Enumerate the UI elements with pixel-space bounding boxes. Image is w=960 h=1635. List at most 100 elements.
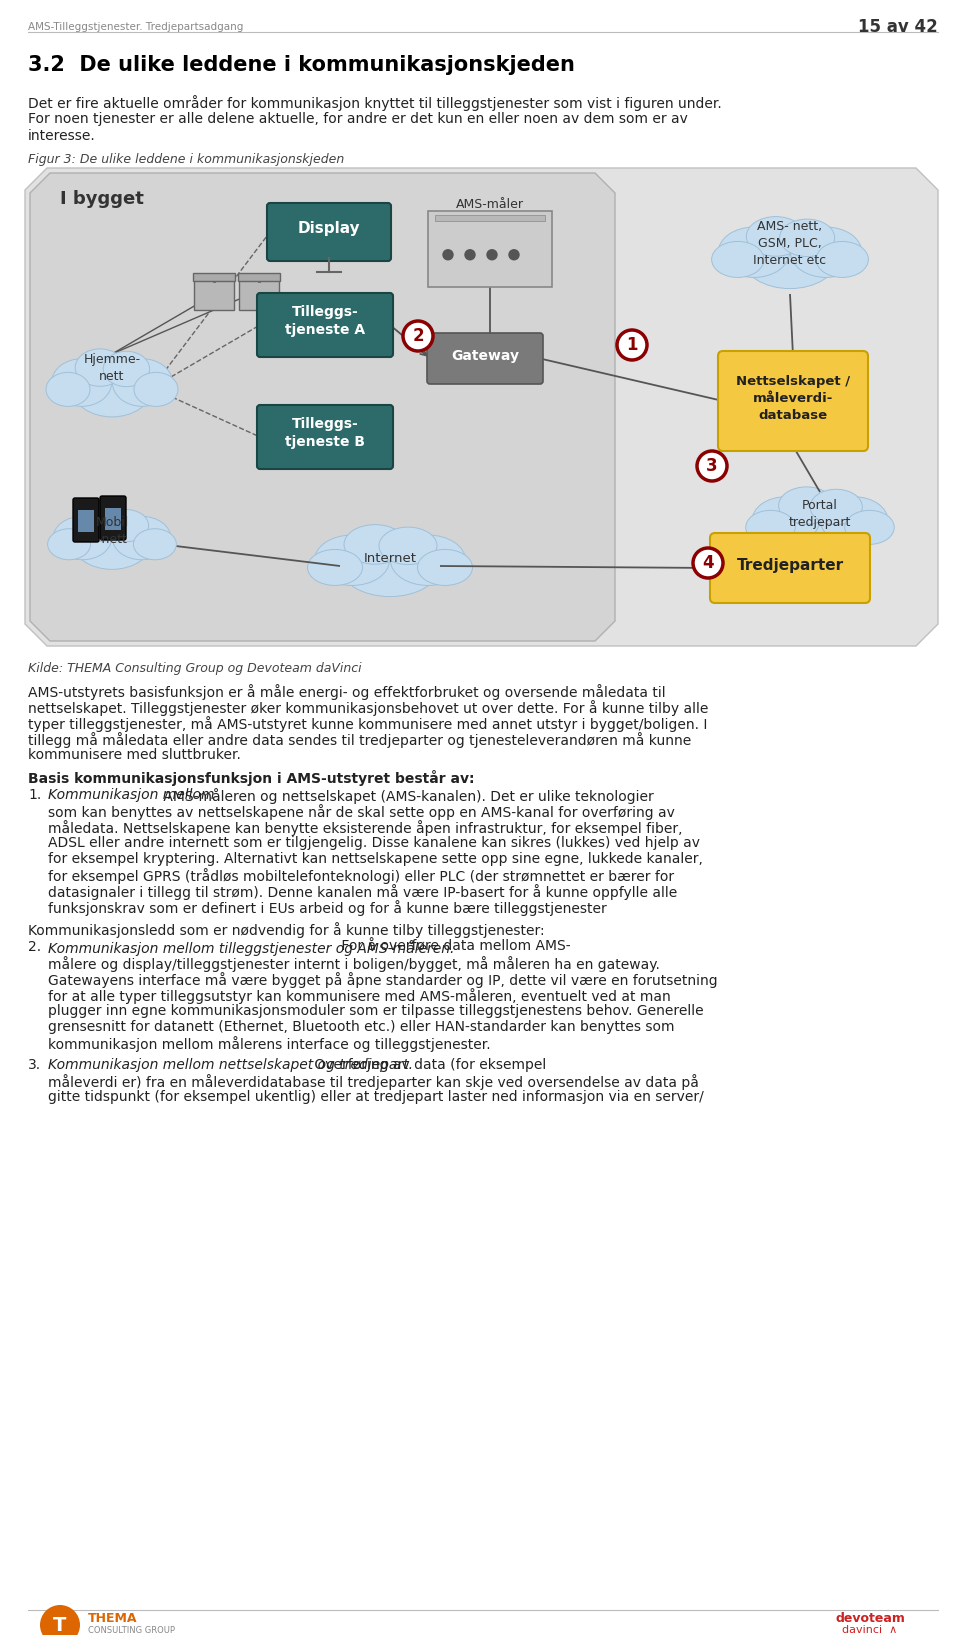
Text: typer tilleggstjenester, må AMS-utstyret kunne kommunisere med annet utstyr i by: typer tilleggstjenester, må AMS-utstyret… bbox=[28, 716, 708, 732]
FancyBboxPatch shape bbox=[100, 495, 126, 540]
Ellipse shape bbox=[103, 352, 150, 386]
Text: Hjemme-
nett: Hjemme- nett bbox=[84, 353, 140, 383]
Polygon shape bbox=[30, 173, 615, 641]
Text: måleverdi er) fra en måleverdidatabase til tredjeparter kan skje ved oversendels: måleverdi er) fra en måleverdidatabase t… bbox=[48, 1074, 699, 1091]
Text: For noen tjenester er alle delene aktuelle, for andre er det kun en eller noen a: For noen tjenester er alle delene aktuel… bbox=[28, 113, 688, 126]
Ellipse shape bbox=[46, 373, 90, 407]
Ellipse shape bbox=[48, 528, 90, 559]
Text: interesse.: interesse. bbox=[28, 129, 96, 142]
Text: 2: 2 bbox=[412, 327, 423, 345]
Circle shape bbox=[403, 320, 433, 352]
Ellipse shape bbox=[779, 487, 834, 525]
Ellipse shape bbox=[72, 360, 152, 417]
Ellipse shape bbox=[742, 227, 837, 289]
Text: 3: 3 bbox=[707, 458, 718, 476]
Text: I bygget: I bygget bbox=[60, 190, 144, 208]
FancyBboxPatch shape bbox=[435, 214, 545, 221]
Text: AMS-utstyrets basisfunksjon er å måle energi- og effektforbruket og oversende må: AMS-utstyrets basisfunksjon er å måle en… bbox=[28, 683, 665, 700]
Text: Kommunikasjon mellom: Kommunikasjon mellom bbox=[48, 788, 214, 803]
Text: 15 av 42: 15 av 42 bbox=[858, 18, 938, 36]
Text: måledata. Nettselskapene kan benytte eksisterende åpen infrastruktur, for eksemp: måledata. Nettselskapene kan benytte eks… bbox=[48, 821, 683, 835]
Text: Overføring av data (for eksempel: Overføring av data (for eksempel bbox=[310, 1058, 546, 1073]
Polygon shape bbox=[25, 168, 938, 646]
FancyBboxPatch shape bbox=[73, 499, 99, 541]
Text: Tilleggs-
tjeneste B: Tilleggs- tjeneste B bbox=[285, 417, 365, 450]
Text: Det er fire aktuelle områder for kommunikasjon knyttet til tilleggstjenester som: Det er fire aktuelle områder for kommuni… bbox=[28, 95, 722, 111]
FancyBboxPatch shape bbox=[267, 203, 391, 262]
Text: Kommunikasjon mellom nettselskapet og tredjepart.: Kommunikasjon mellom nettselskapet og tr… bbox=[48, 1058, 413, 1073]
Ellipse shape bbox=[73, 517, 151, 569]
Circle shape bbox=[509, 250, 519, 260]
Text: for eksempel kryptering. Alternativt kan nettselskapene sette opp sine egne, luk: for eksempel kryptering. Alternativt kan… bbox=[48, 852, 703, 867]
Ellipse shape bbox=[134, 373, 178, 407]
Ellipse shape bbox=[821, 497, 888, 544]
Text: T: T bbox=[54, 1615, 66, 1635]
Circle shape bbox=[465, 250, 475, 260]
Ellipse shape bbox=[76, 507, 125, 541]
Circle shape bbox=[40, 1606, 80, 1635]
Ellipse shape bbox=[746, 216, 805, 257]
Text: THEMA: THEMA bbox=[88, 1612, 137, 1625]
Text: tillegg må måledata eller andre data sendes til tredjeparter og tjenesteleverand: tillegg må måledata eller andre data sen… bbox=[28, 732, 691, 747]
Text: devoteam: devoteam bbox=[835, 1612, 905, 1625]
Text: ADSL eller andre internett som er tilgjengelig. Disse kanalene kan sikres (lukke: ADSL eller andre internett som er tilgje… bbox=[48, 835, 700, 850]
Text: 2.: 2. bbox=[28, 940, 41, 953]
FancyBboxPatch shape bbox=[427, 334, 543, 384]
Ellipse shape bbox=[75, 348, 125, 386]
Text: For å overføre data mellom AMS-: For å overføre data mellom AMS- bbox=[337, 940, 570, 953]
Ellipse shape bbox=[711, 242, 764, 278]
Text: Internet: Internet bbox=[364, 551, 417, 564]
Text: kommunikasjon mellom målerens interface og tilleggstjenester.: kommunikasjon mellom målerens interface … bbox=[48, 1037, 491, 1051]
Text: Tilleggs-
tjeneste A: Tilleggs- tjeneste A bbox=[285, 304, 365, 337]
Ellipse shape bbox=[845, 510, 895, 544]
FancyBboxPatch shape bbox=[238, 273, 280, 281]
FancyBboxPatch shape bbox=[710, 533, 870, 603]
FancyBboxPatch shape bbox=[194, 280, 234, 311]
Text: for at alle typer tilleggsutstyr kan kommunisere med AMS-måleren, eventuelt ved : for at alle typer tilleggsutstyr kan kom… bbox=[48, 988, 671, 1004]
Text: plugger inn egne kommunikasjonsmoduler som er tilpasse tilleggstjenestens behov.: plugger inn egne kommunikasjonsmoduler s… bbox=[48, 1004, 704, 1019]
Text: AMS-måler: AMS-måler bbox=[456, 198, 524, 211]
Circle shape bbox=[697, 451, 727, 481]
Ellipse shape bbox=[379, 526, 437, 564]
Text: 1.: 1. bbox=[28, 788, 41, 803]
Ellipse shape bbox=[53, 517, 111, 559]
Text: 3.: 3. bbox=[28, 1058, 41, 1073]
Ellipse shape bbox=[344, 525, 406, 564]
Text: AMS-måleren og nettselskapet (AMS-kanalen). Det er ulike teknologier: AMS-måleren og nettselskapet (AMS-kanale… bbox=[159, 788, 654, 804]
Text: grensesnitt for datanett (Ethernet, Bluetooth etc.) eller HAN-standarder kan ben: grensesnitt for datanett (Ethernet, Blue… bbox=[48, 1020, 675, 1033]
Text: Tredjeparter: Tredjeparter bbox=[736, 558, 844, 572]
Ellipse shape bbox=[104, 510, 149, 541]
Ellipse shape bbox=[810, 489, 862, 525]
Ellipse shape bbox=[340, 535, 440, 597]
Ellipse shape bbox=[418, 549, 472, 585]
Text: for eksempel GPRS (trådløs mobiltelefonteknologi) eller PLC (der strømnettet er : for eksempel GPRS (trådløs mobiltelefont… bbox=[48, 868, 674, 885]
FancyBboxPatch shape bbox=[257, 405, 393, 469]
Text: datasignaler i tillegg til strøm). Denne kanalen må være IP-basert for å kunne o: datasignaler i tillegg til strøm). Denne… bbox=[48, 885, 677, 899]
Text: 4: 4 bbox=[702, 554, 714, 572]
Ellipse shape bbox=[790, 227, 862, 278]
Text: funksjonskrav som er definert i EUs arbeid og for å kunne bære tilleggstjenester: funksjonskrav som er definert i EUs arbe… bbox=[48, 899, 607, 916]
Text: Display: Display bbox=[298, 221, 360, 235]
Ellipse shape bbox=[133, 528, 177, 559]
Text: som kan benyttes av nettselskapene når de skal sette opp en AMS-kanal for overfø: som kan benyttes av nettselskapene når d… bbox=[48, 804, 675, 821]
Circle shape bbox=[617, 330, 647, 360]
Text: 1: 1 bbox=[626, 337, 637, 355]
Text: AMS-Tilleggstjenester. Tredjepartsadgang: AMS-Tilleggstjenester. Tredjepartsadgang bbox=[28, 21, 244, 33]
Ellipse shape bbox=[112, 358, 173, 407]
Text: Nettselskapet /
måleverdi-
database: Nettselskapet / måleverdi- database bbox=[736, 374, 850, 422]
Ellipse shape bbox=[780, 219, 834, 257]
FancyBboxPatch shape bbox=[428, 211, 552, 288]
Ellipse shape bbox=[391, 535, 466, 585]
FancyBboxPatch shape bbox=[257, 293, 393, 356]
Text: Figur 3: De ulike leddene i kommunikasjonskjeden: Figur 3: De ulike leddene i kommunikasjo… bbox=[28, 154, 345, 167]
Circle shape bbox=[693, 548, 723, 579]
Ellipse shape bbox=[718, 227, 789, 278]
FancyBboxPatch shape bbox=[239, 280, 279, 311]
Ellipse shape bbox=[307, 549, 363, 585]
Text: davinci  ∧: davinci ∧ bbox=[842, 1625, 898, 1635]
Ellipse shape bbox=[52, 358, 111, 407]
Text: Gateway: Gateway bbox=[451, 348, 519, 363]
Text: Portal
tredjepart: Portal tredjepart bbox=[789, 499, 852, 528]
Ellipse shape bbox=[315, 535, 390, 585]
Ellipse shape bbox=[752, 497, 820, 544]
